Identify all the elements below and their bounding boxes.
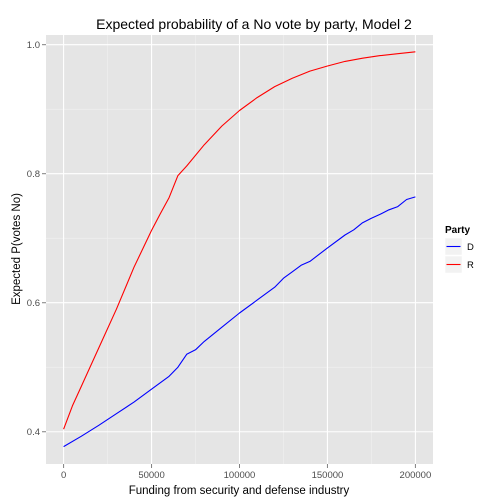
chart-title: Expected probability of a No vote by par… xyxy=(96,16,412,32)
x-tick-label: 200000 xyxy=(400,470,432,481)
legend-label-d: D xyxy=(467,242,474,253)
x-axis-title: Funding from security and defense indust… xyxy=(129,485,350,497)
legend-title: Party xyxy=(445,225,470,236)
series-lines xyxy=(63,51,416,448)
y-axis-title: Expected P(votes No) xyxy=(11,193,23,305)
x-tick-label: 0 xyxy=(61,470,66,481)
x-axis-ticks: 0 50000 100000 150000 200000 xyxy=(61,464,431,481)
y-tick-label: 0.6 xyxy=(27,298,40,309)
y-axis-ticks: 0.4 0.6 0.8 1.0 xyxy=(27,40,46,438)
series-line-r xyxy=(63,51,416,430)
series-line-d xyxy=(63,196,416,448)
x-tick-label: 100000 xyxy=(224,470,256,481)
y-tick-label: 1.0 xyxy=(27,40,40,51)
y-tick-label: 0.8 xyxy=(27,169,40,180)
x-tick-label: 50000 xyxy=(138,470,164,481)
x-tick-label: 150000 xyxy=(312,470,344,481)
legend: Party DR xyxy=(444,225,474,274)
legend-label-r: R xyxy=(467,260,474,271)
y-tick-label: 0.4 xyxy=(27,427,40,438)
grid-lines xyxy=(46,35,433,464)
